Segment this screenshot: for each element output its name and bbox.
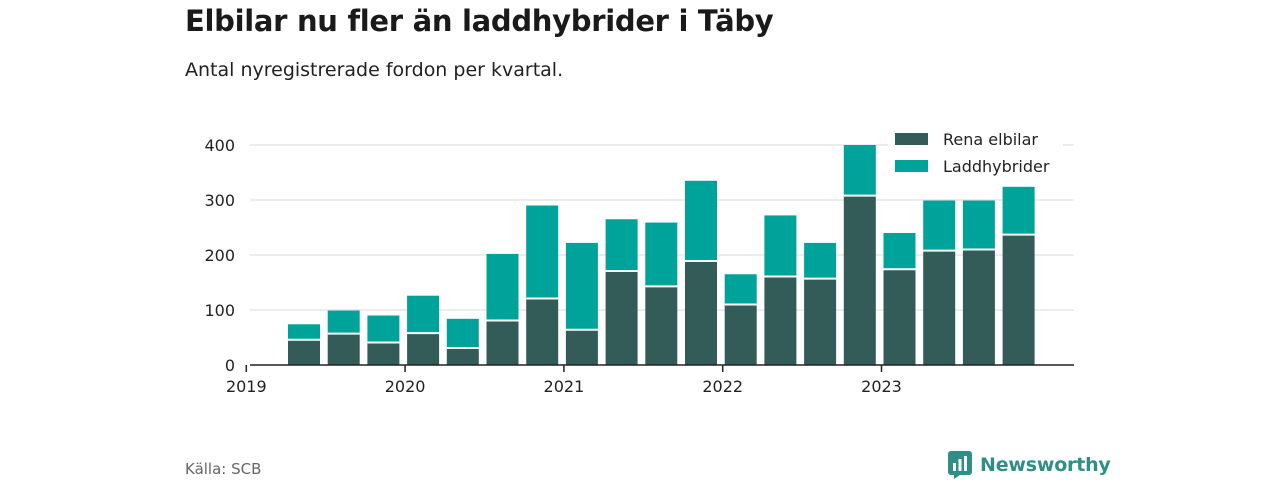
bar-laddhybrider: [962, 200, 995, 250]
bar-rena-elbilar: [367, 342, 400, 365]
bar-laddhybrider: [407, 295, 440, 334]
newsworthy-logo-icon: [948, 451, 972, 479]
bar-laddhybrider: [843, 145, 876, 196]
bar-rena-elbilar: [1002, 234, 1035, 365]
bar-rena-elbilar: [288, 339, 320, 365]
bar-rena-elbilar: [962, 249, 995, 365]
bar-rena-elbilar: [327, 333, 360, 365]
legend-laddhybrider-swatch: [895, 160, 928, 172]
bar-rena-elbilar: [883, 269, 916, 365]
x-tick-label: 2020: [385, 377, 426, 396]
legend-rena-elbilar-swatch: [895, 133, 928, 145]
bar-rena-elbilar: [446, 347, 479, 365]
x-tick-label: 2023: [861, 377, 902, 396]
y-tick-label: 300: [204, 191, 235, 210]
bar-rena-elbilar: [565, 329, 598, 365]
chart-title: Elbilar nu fler än laddhybrider i Täby: [185, 4, 774, 38]
bar-rena-elbilar: [526, 298, 559, 365]
source-note: Källa: SCB: [185, 460, 262, 478]
bar-laddhybrider: [1002, 186, 1035, 235]
y-tick-label: 100: [204, 301, 235, 320]
bar-rena-elbilar: [724, 304, 757, 365]
bar-rena-elbilar: [804, 278, 837, 365]
bar-laddhybrider: [645, 222, 678, 287]
y-tick-label: 0: [225, 356, 235, 375]
bar-rena-elbilar: [645, 286, 678, 365]
x-tick-label: 2019: [226, 377, 267, 396]
bar-laddhybrider: [883, 233, 916, 270]
bar-rena-elbilar: [685, 261, 717, 365]
bar-laddhybrider: [685, 180, 717, 262]
bar-laddhybrider: [327, 310, 360, 334]
bar-laddhybrider: [288, 324, 320, 340]
x-tick-label: 2022: [702, 377, 743, 396]
bar-laddhybrider: [565, 242, 598, 330]
y-tick-label: 200: [204, 246, 235, 265]
bar-laddhybrider: [526, 205, 559, 299]
bar-rena-elbilar: [923, 250, 956, 365]
bar-laddhybrider: [764, 215, 797, 277]
bar-laddhybrider: [724, 274, 757, 305]
legend-rena-elbilar-label: Rena elbilar: [943, 130, 1038, 149]
bar-rena-elbilar: [605, 270, 638, 365]
bar-rena-elbilar: [843, 195, 876, 365]
bar-rena-elbilar: [486, 320, 519, 365]
y-tick-label: 400: [204, 136, 235, 155]
legend-laddhybrider-label: Laddhybrider: [943, 157, 1050, 176]
bar-laddhybrider: [605, 219, 638, 271]
x-tick-label: 2021: [544, 377, 585, 396]
bar-rena-elbilar: [407, 333, 440, 365]
bar-laddhybrider: [367, 315, 400, 343]
bar-rena-elbilar: [764, 276, 797, 365]
brand-logo: Newsworthy: [948, 451, 1111, 479]
bar-laddhybrider: [804, 242, 837, 279]
brand-name: Newsworthy: [980, 454, 1111, 476]
chart-subtitle: Antal nyregistrerade fordon per kvartal.: [185, 59, 564, 81]
bar-laddhybrider: [446, 318, 479, 348]
bar-laddhybrider: [923, 200, 956, 251]
bar-laddhybrider: [486, 253, 519, 321]
